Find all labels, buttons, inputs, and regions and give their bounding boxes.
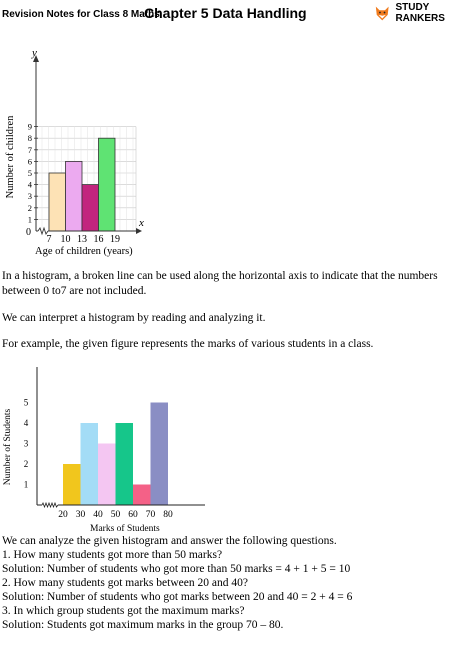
chart1-y-tick-labels: 12 34 5 67 89	[28, 122, 33, 225]
qa-line-4: 2. How many students got marks between 2…	[2, 577, 248, 589]
chart2-x-tick-labels: 20 30 40 50 60 70 80	[58, 510, 173, 520]
qa-line-2: 1. How many students got more than 50 ma…	[2, 549, 223, 561]
chart1-y-tick-label: 9	[28, 122, 32, 132]
page-title: Chapter 5 Data Handling	[144, 5, 307, 21]
chart1-axes	[33, 55, 142, 236]
brand-name: STUDY RANKERS	[395, 2, 445, 24]
chart1-y-tick-label: 4	[28, 180, 33, 190]
fox-icon	[375, 6, 389, 21]
paragraph-interpret: We can interpret a histogram by reading …	[2, 312, 266, 324]
header-left-label: Revision Notes for Class 8 Maths	[2, 9, 160, 20]
qa-line-5: Solution: Number of students who got mar…	[2, 591, 353, 603]
chart2-y-tick-label: 4	[24, 418, 29, 428]
chart1-y-axis-label: Number of children	[5, 115, 16, 199]
chart1-y-axis-name: y	[31, 47, 37, 59]
chart2-bar	[115, 423, 133, 505]
chart1-bars	[48, 137, 116, 232]
chart1-y-tick-label: 7	[28, 145, 32, 155]
chart1-x-tick-label: 10	[61, 234, 71, 245]
chart2-y-tick-label: 3	[24, 439, 29, 449]
paragraph-broken-line-1: In a histogram, a broken line can be use…	[2, 270, 438, 282]
chart2-y-tick-label: 5	[24, 398, 29, 408]
chart1-bar	[48, 172, 66, 232]
brand-logo[interactable]: STUDY RANKERS	[374, 2, 474, 24]
chart2-axes	[36, 367, 205, 509]
chart1-x-tick-label: 7	[47, 234, 52, 245]
chart1-y-arrow	[33, 55, 39, 62]
chart2-axis-break	[41, 501, 59, 509]
chart1-x-tick-label: 16	[94, 234, 104, 245]
chart1-y-tick-label: 8	[28, 133, 32, 143]
chart1-x-tick-label: 19	[110, 234, 120, 245]
chart2-x-tick-label: 70	[146, 510, 156, 520]
chart1-x-axis-label: Age of children (years)	[35, 246, 133, 257]
chart2-x-tick-label: 60	[128, 510, 138, 520]
chart1-origin-label: 0	[26, 227, 31, 238]
chart2-x-tick-label: 40	[93, 510, 103, 520]
qa-line-7: Solution: Students got maximum marks in …	[2, 619, 284, 631]
chart2-y-tick-label: 1	[24, 480, 29, 490]
chart2-bar	[98, 443, 116, 505]
chart1-y-tick-label: 3	[28, 191, 32, 201]
chart2-bars	[63, 402, 168, 505]
qa-line-1: We can analyze the given histogram and a…	[2, 535, 337, 547]
chart1-bar	[81, 184, 99, 232]
chart2-bar	[80, 423, 98, 505]
qa-line-3: Solution: Number of students who got mor…	[2, 563, 351, 575]
chart1-y-tick-label: 1	[28, 214, 32, 224]
chart1-bar	[98, 137, 116, 232]
chart1-x-tick-label: 13	[77, 234, 87, 245]
chart2-y-axis-label: Number of Students	[2, 408, 13, 485]
chart2-x-tick-label: 30	[76, 510, 86, 520]
qa-line-6: 3. In which group students got the maxim…	[2, 605, 245, 617]
chart1-x-arrow	[136, 228, 142, 234]
paragraph-broken-line-2: between 0 to7 are not included.	[2, 285, 147, 297]
chart1-y-tick-label: 2	[28, 203, 32, 213]
chart2-x-tick-label: 80	[163, 510, 173, 520]
chart2-bar	[63, 464, 81, 505]
chart2-x-tick-label: 50	[111, 510, 121, 520]
paragraph-example: For example, the given figure represents…	[2, 338, 374, 350]
chart1-bar	[65, 160, 83, 232]
chart2-x-axis-label: Marks of Students	[90, 523, 160, 534]
chart1-y-tick-label: 5	[28, 168, 32, 178]
chart1-x-axis-name: x	[138, 217, 144, 229]
marks-histogram: 1 2 3 4 5 20 30 40 50 60 70 80 Marks of Students N…	[2, 367, 205, 534]
chart2-x-tick-label: 20	[58, 510, 68, 520]
chart2-y-tick-labels: 1 2 3 4 5	[24, 398, 29, 490]
chart1-y-tick-label: 6	[28, 156, 32, 166]
chart1-axis-break	[37, 226, 49, 236]
chart2-bar	[150, 402, 168, 505]
chart2-y-tick-label: 2	[24, 459, 29, 469]
chart2-bar	[133, 484, 151, 505]
chart1-x-tick-labels: 7 10 13 16 19	[47, 234, 121, 245]
